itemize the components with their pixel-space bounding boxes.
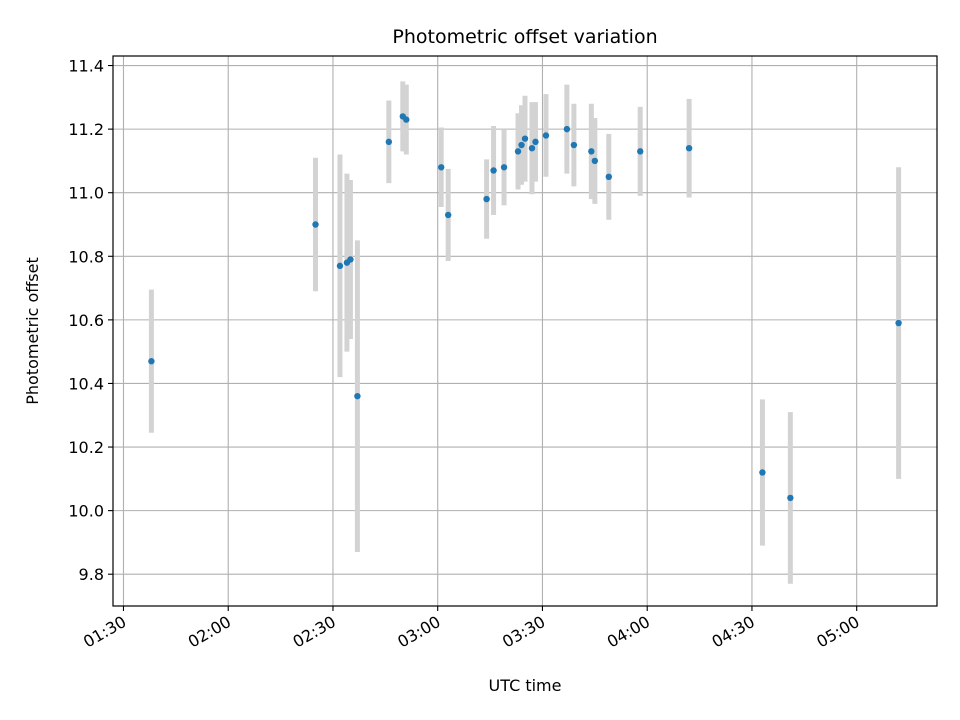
data-point [570,141,578,149]
x-axis-title: UTC time [489,676,562,695]
data-point [148,358,155,365]
data-point [444,211,452,219]
data-point [528,144,536,152]
chart-title: Photometric offset variation [392,26,657,48]
grid [113,56,937,606]
data-point [685,144,693,152]
y-tick-label: 10.6 [68,311,104,330]
y-tick-label: 10.8 [68,247,104,266]
data-point [588,148,595,155]
data-point [347,256,354,263]
data-point [532,138,539,146]
data-point [403,116,410,123]
data-point [354,392,361,400]
data-point [438,164,445,171]
data-points [148,113,902,502]
y-tick-label: 11.4 [68,57,104,76]
data-point [591,157,599,165]
data-point [637,148,644,155]
data-point [514,148,522,155]
data-point [500,164,508,171]
data-point [605,173,612,181]
data-point [312,221,319,228]
plot-frame [112,55,938,607]
y-tick-label: 10.0 [68,502,104,521]
y-tick-label: 11.2 [68,120,104,139]
data-point [759,469,766,476]
data-point [563,125,571,133]
data-point [336,262,344,270]
y-tick-label: 10.2 [68,438,104,457]
y-axis-title: Photometric offset [23,257,42,405]
data-point [787,494,794,502]
data-point [483,195,490,203]
data-point [521,135,529,142]
data-point [490,167,497,174]
data-point [542,132,550,139]
y-tick-label: 10.4 [68,374,104,393]
data-point [895,319,902,327]
data-point [518,141,525,149]
data-point [385,138,393,146]
y-tick-label: 11.0 [68,184,104,203]
y-axis-ticks: 9.8 10.0 10.2 10.4 10.6 10.8 11.0 11.2 11.4 [68,57,113,584]
y-tick-label: 9.8 [79,565,104,584]
